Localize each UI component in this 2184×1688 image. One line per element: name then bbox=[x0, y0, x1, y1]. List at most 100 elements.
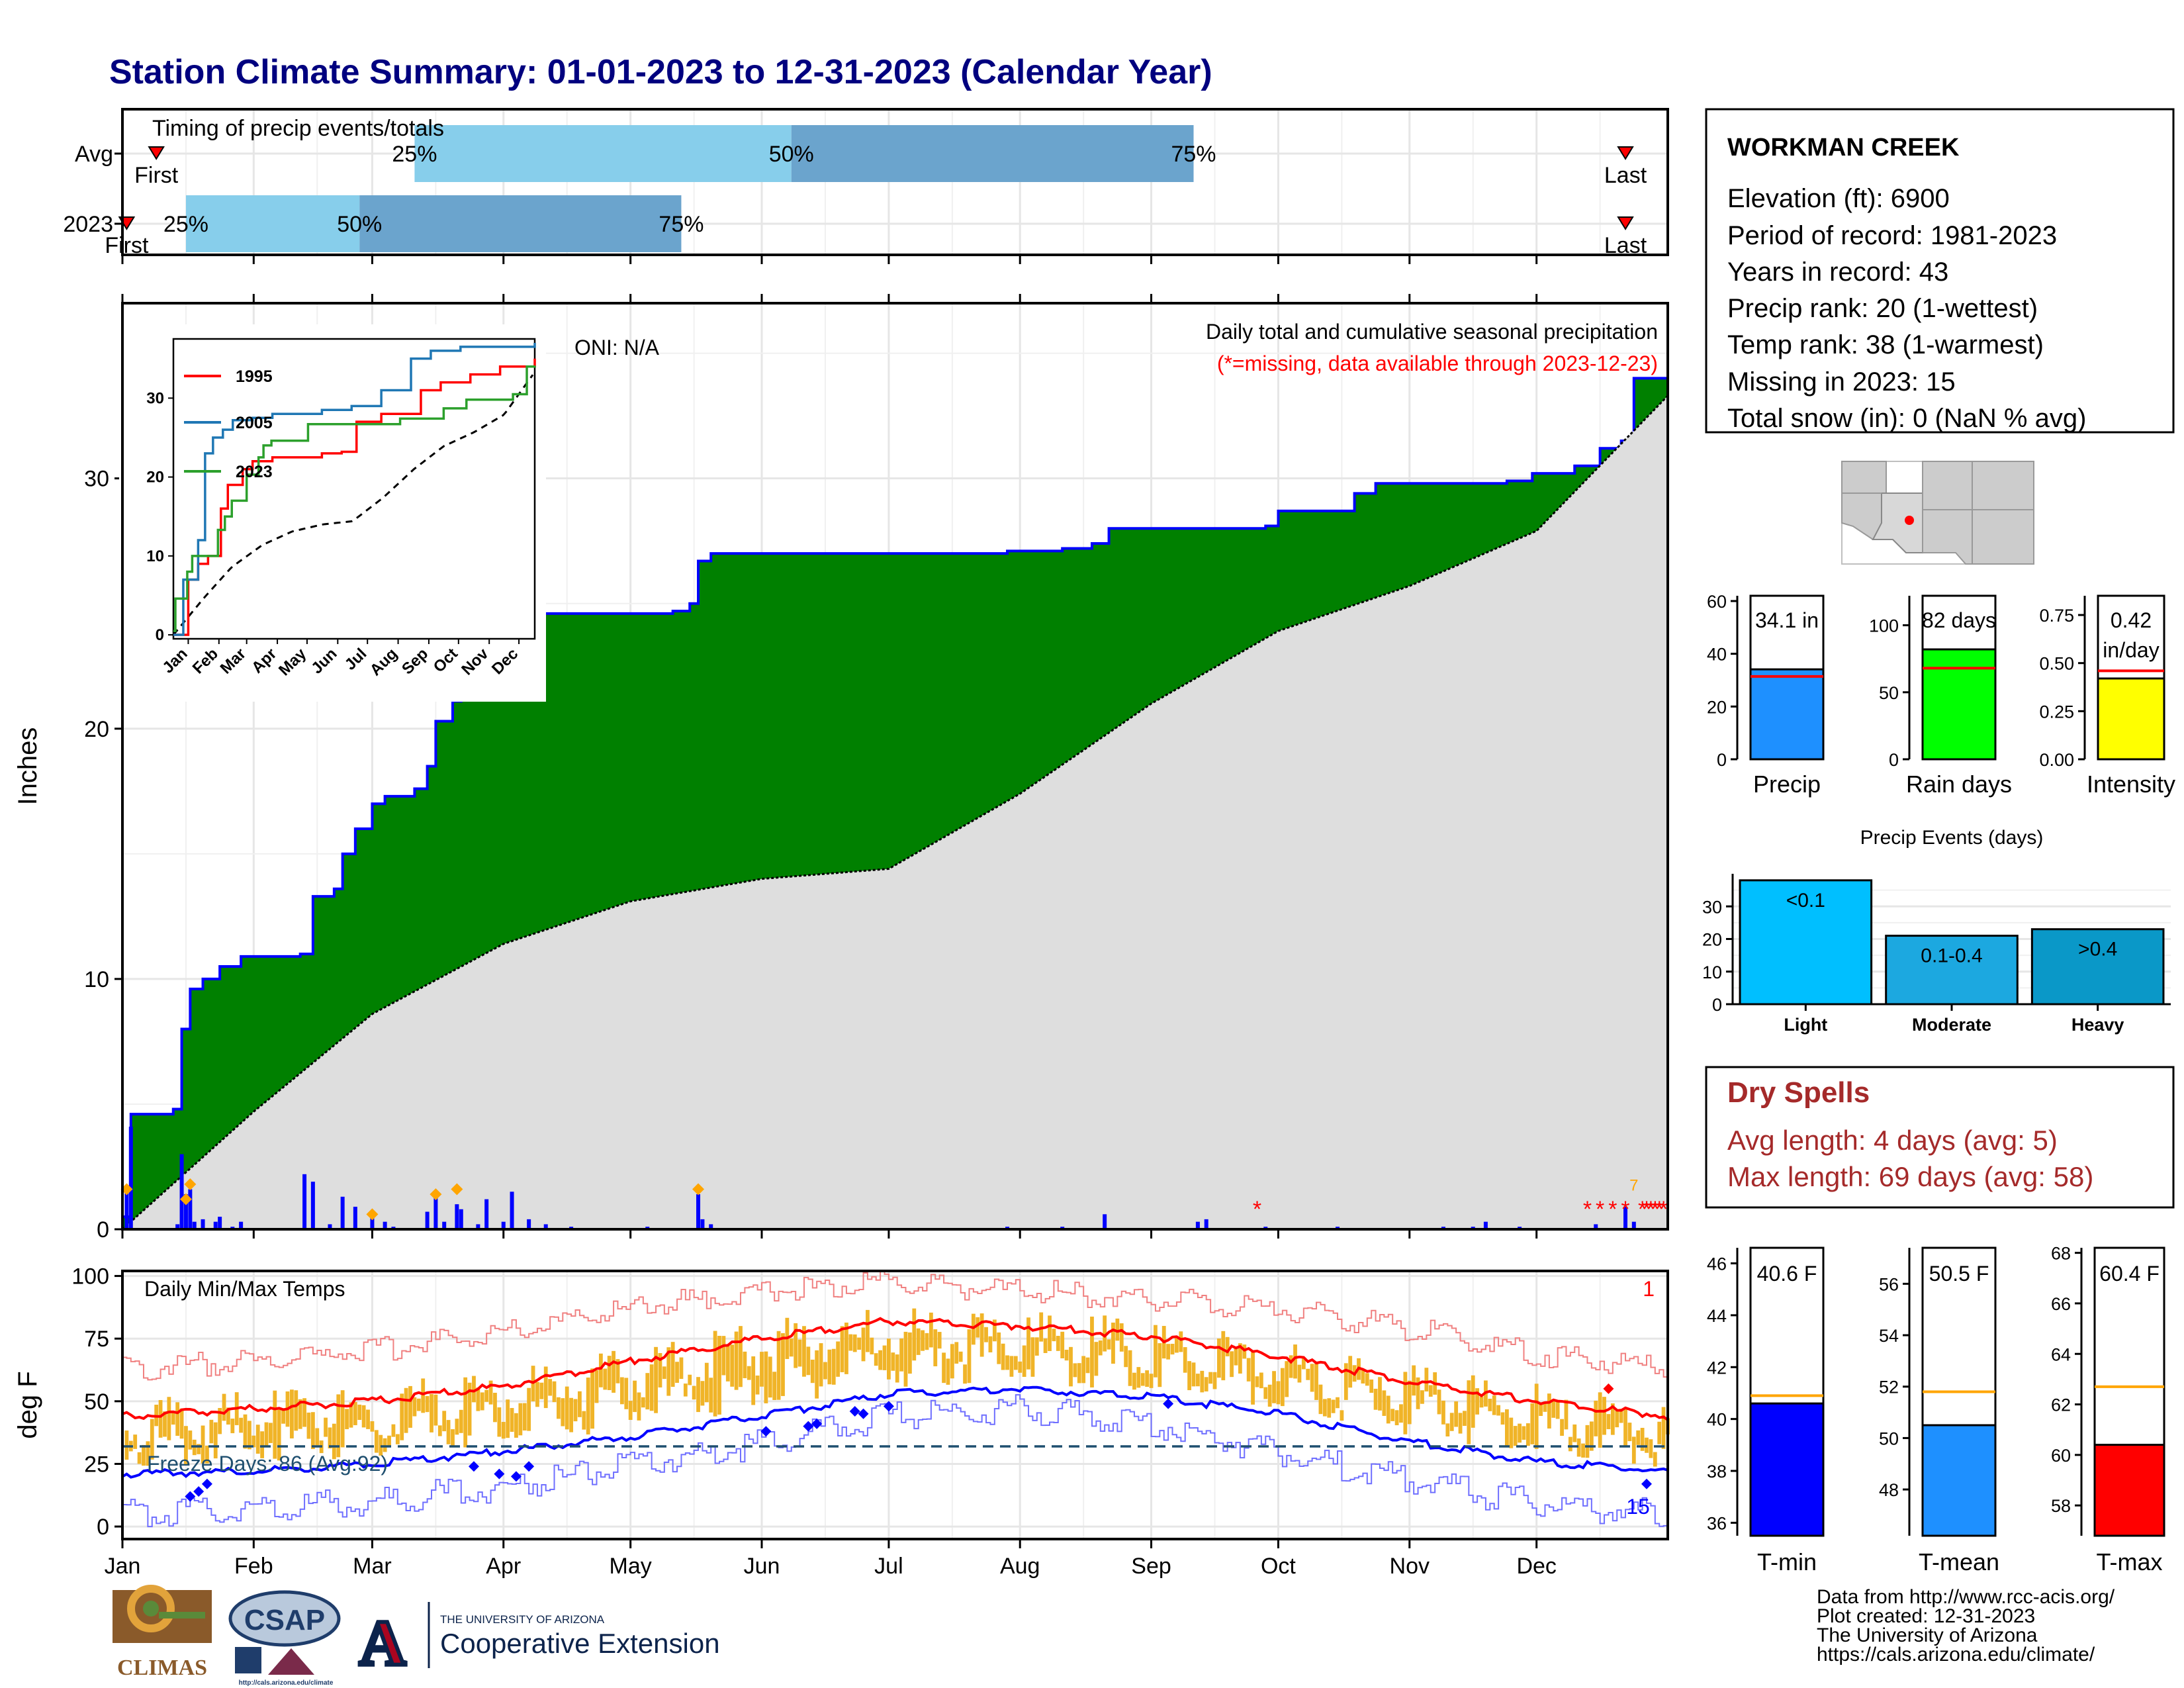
daily-temp-range-bar bbox=[903, 1331, 908, 1387]
daily-temp-range-bar bbox=[561, 1398, 565, 1427]
daily-precip-bar bbox=[128, 1126, 133, 1229]
daily-temp-range-bar bbox=[197, 1444, 201, 1454]
summary-ytick-label: 0.75 bbox=[2039, 606, 2074, 626]
events-category-label: Moderate bbox=[1912, 1015, 1991, 1035]
daily-temp-range-bar bbox=[539, 1382, 544, 1399]
daily-temp-range-bar bbox=[255, 1425, 260, 1454]
daily-temp-range-bar bbox=[1530, 1403, 1535, 1444]
daily-temp-range-bar bbox=[1318, 1384, 1323, 1415]
daily-temp-range-bar bbox=[374, 1430, 379, 1453]
daily-temp-range-bar bbox=[1627, 1423, 1632, 1442]
month-label: Feb bbox=[234, 1554, 273, 1579]
daily-temp-range-bar bbox=[1230, 1351, 1234, 1378]
daily-temp-range-bar bbox=[743, 1351, 747, 1378]
daily-temp-range-bar bbox=[1005, 1355, 1009, 1370]
daily-temp-range-bar bbox=[1306, 1368, 1310, 1380]
page-title: Station Climate Summary: 01-01-2023 to 1… bbox=[109, 53, 1212, 91]
daily-temp-range-bar bbox=[1594, 1400, 1598, 1436]
daily-temp-range-bar bbox=[912, 1308, 917, 1361]
daily-temp-range-bar bbox=[366, 1409, 370, 1429]
precip-title: Daily total and cumulative seasonal prec… bbox=[1206, 320, 1658, 344]
daily-temp-range-bar bbox=[430, 1393, 433, 1432]
daily-temp-range-bar bbox=[1598, 1392, 1602, 1448]
daily-temp-range-bar bbox=[624, 1378, 629, 1409]
record-low-marker bbox=[858, 1408, 869, 1419]
daily-temp-range-bar bbox=[1547, 1393, 1551, 1429]
daily-temp-range-bar bbox=[1340, 1410, 1344, 1421]
daily-temp-range-bar bbox=[1263, 1387, 1268, 1399]
missing-day-marker: * bbox=[1651, 1197, 1659, 1222]
daily-temp-range-bar bbox=[582, 1411, 586, 1430]
month-label: Sep bbox=[1131, 1554, 1171, 1579]
temp-summary-ytick-label: 62 bbox=[2051, 1395, 2071, 1415]
daily-temp-range-bar bbox=[552, 1381, 557, 1403]
daily-temp-range-bar bbox=[979, 1313, 984, 1357]
daily-temp-range-bar bbox=[239, 1417, 244, 1433]
daily-temp-range-bar bbox=[1424, 1368, 1429, 1392]
daily-temp-range-bar bbox=[294, 1390, 298, 1431]
daily-temp-range-bar bbox=[1297, 1364, 1302, 1383]
daily-temp-range-bar bbox=[937, 1332, 942, 1349]
daily-temp-range-bar bbox=[408, 1385, 412, 1428]
daily-temp-range-bar bbox=[1428, 1385, 1433, 1397]
snow-event-marker bbox=[184, 1178, 197, 1190]
daily-temp-range-bar bbox=[501, 1422, 506, 1439]
daily-temp-range-bar bbox=[1251, 1352, 1255, 1405]
daily-temp-range-bar bbox=[696, 1377, 700, 1413]
daily-temp-range-bar bbox=[1365, 1373, 1369, 1386]
daily-temp-range-bar bbox=[1056, 1336, 1060, 1351]
daily-temp-range-bar bbox=[230, 1419, 235, 1434]
summary-value-label2: in/day bbox=[2103, 638, 2159, 662]
daily-temp-range-bar bbox=[861, 1327, 866, 1362]
daily-precip-bar bbox=[213, 1221, 218, 1229]
dry-spells-box: Dry Spells Avg length: 4 days (avg: 5) M… bbox=[1705, 1066, 2175, 1209]
inset-legend-label: 1995 bbox=[236, 367, 273, 386]
summary-bar bbox=[1749, 668, 1825, 761]
timing-row-label: Avg bbox=[75, 142, 113, 167]
temp-missing-label: 1 bbox=[1643, 1277, 1655, 1301]
daily-temp-range-bar bbox=[1018, 1361, 1023, 1373]
daily-temp-range-bar bbox=[942, 1352, 946, 1383]
daily-temp-range-bar bbox=[1272, 1371, 1276, 1403]
events-ytick-label: 20 bbox=[1702, 930, 1722, 950]
daily-temp-range-bar bbox=[1458, 1413, 1463, 1434]
daily-temp-range-bar bbox=[1463, 1411, 1467, 1427]
daily-temp-range-bar bbox=[1661, 1407, 1666, 1449]
daily-temp-range-bar bbox=[472, 1376, 476, 1403]
daily-temp-range-bar bbox=[633, 1380, 637, 1413]
events-ytick-label: 0 bbox=[1712, 995, 1722, 1015]
daily-temp-range-bar bbox=[171, 1411, 175, 1425]
footer: CLIMAS CSAP http://cals.arizona.edu/clim… bbox=[113, 1585, 2115, 1687]
csap-url: http://cals.arizona.edu/climate bbox=[239, 1679, 334, 1687]
average-cumulative-line bbox=[121, 395, 1669, 1231]
daily-temp-range-bar bbox=[683, 1383, 688, 1397]
daily-precip-bar bbox=[527, 1219, 531, 1229]
timing-bar-25-50 bbox=[185, 195, 360, 252]
daily-temp-range-bar bbox=[590, 1368, 594, 1429]
daily-temp-range-bar bbox=[1568, 1436, 1572, 1452]
footer-line: Data from http://www.rcc-acis.org/ bbox=[1817, 1586, 2115, 1608]
daily-precip-bar bbox=[353, 1206, 357, 1229]
daily-temp-range-bar bbox=[1154, 1325, 1158, 1378]
daily-temp-range-bar bbox=[670, 1342, 675, 1387]
daily-temp-range-bar bbox=[645, 1373, 650, 1410]
temp-summary-ytick-label: 42 bbox=[1707, 1358, 1727, 1378]
temp-summary-ytick-label: 52 bbox=[1879, 1378, 1899, 1397]
daily-temp-range-bar bbox=[142, 1444, 146, 1466]
daily-precip-bar bbox=[700, 1219, 705, 1229]
summary-ytick-label: 50 bbox=[1879, 683, 1899, 703]
events-ytick-label: 30 bbox=[1702, 897, 1722, 917]
missing-day-marker: * bbox=[1642, 1197, 1651, 1222]
climas-logo-text: CLIMAS bbox=[117, 1656, 207, 1680]
daily-temp-range-bar bbox=[1132, 1372, 1136, 1390]
summary-bar bbox=[2097, 677, 2165, 761]
daily-temp-range-bar bbox=[1555, 1399, 1560, 1419]
timing-bar-50-75 bbox=[359, 195, 682, 252]
daily-temp-range-bar bbox=[273, 1390, 277, 1459]
temp-summary-xlabel: T-mean bbox=[1919, 1548, 1999, 1575]
daily-temp-range-bar bbox=[1636, 1430, 1641, 1445]
daily-temp-range-bar bbox=[1196, 1374, 1200, 1387]
daily-temp-range-bar bbox=[302, 1398, 306, 1427]
daily-temp-range-bar bbox=[455, 1419, 459, 1435]
